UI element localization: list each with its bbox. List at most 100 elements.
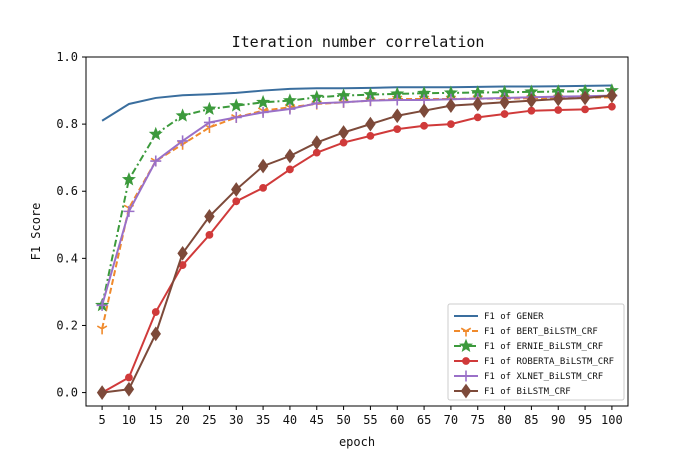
x-tick-label-12: 65	[417, 413, 431, 427]
x-tick-label-4: 25	[202, 413, 216, 427]
y-tick-label-3: 0.6	[56, 184, 78, 198]
series-5-point-11	[392, 108, 403, 124]
series-3-point-4	[205, 230, 214, 239]
chart-title: Iteration number correlation	[232, 33, 485, 51]
series-3-line	[101, 105, 612, 394]
series-3-point-1	[125, 373, 133, 382]
x-tick-label-6: 35	[256, 413, 270, 427]
y-tick-label-1: 0.2	[56, 318, 78, 332]
legend-marker-1	[460, 327, 472, 337]
plot-frame	[85, 56, 629, 407]
series-2-point-4	[202, 101, 217, 115]
plot-area	[95, 83, 619, 400]
series-5-point-6	[257, 158, 269, 174]
series-5-point-13	[445, 98, 457, 114]
series-4-point-4	[203, 116, 215, 128]
x-tick-label-18: 95	[578, 413, 592, 427]
x-tick-label-10: 55	[363, 413, 377, 427]
y-axis-label: F1 Score	[29, 203, 43, 261]
series-2-line	[101, 89, 612, 306]
series-1-line	[101, 96, 612, 330]
legend-marker-2	[458, 338, 474, 352]
x-tick-label-2: 15	[149, 413, 163, 427]
series-5-point-1	[123, 381, 135, 397]
series-2-point-1	[121, 172, 136, 186]
series-4-point-7	[284, 103, 296, 115]
series-3-point-8	[312, 148, 321, 157]
x-tick-label-11: 60	[390, 413, 404, 427]
series-3-point-15	[500, 110, 509, 118]
series-4-point-5	[230, 111, 242, 123]
series-4-point-0	[96, 299, 108, 311]
series-3-point-13	[447, 120, 455, 129]
series-2-point-2	[148, 126, 163, 141]
x-tick-label-8: 45	[310, 413, 324, 427]
legend-label-2: F1 of ERNIE_BiLSTM_CRF	[484, 342, 603, 352]
series-3-point-5	[232, 197, 241, 206]
x-tick-label-16: 85	[524, 413, 538, 427]
series-4-point-10	[364, 95, 376, 107]
y-tick-label-5: 1.0	[56, 50, 78, 64]
legend-marker-4	[460, 370, 472, 382]
series-5-point-19	[606, 88, 618, 103]
series-5-point-14	[472, 96, 483, 112]
x-tick-label-0: 5	[98, 413, 105, 427]
series-3-point-12	[420, 121, 428, 130]
series-5-point-3	[177, 245, 188, 261]
series-3-point-7	[286, 165, 294, 174]
series-5-point-15	[499, 94, 510, 110]
series-1-point-0	[96, 325, 108, 335]
x-tick-label-9: 50	[336, 413, 350, 427]
series-5-point-17	[553, 91, 564, 107]
series-2-point-5	[229, 98, 244, 112]
legend-marker-5	[460, 383, 472, 399]
y-tick-label-2: 0.4	[56, 251, 78, 265]
series-4-point-8	[311, 97, 323, 109]
series-2-point-3	[175, 108, 190, 122]
legend-label-5: F1 of BiLSTM_CRF	[484, 387, 571, 397]
x-tick-label-1: 10	[122, 413, 136, 427]
series-4-point-1	[123, 205, 135, 217]
x-tick-label-15: 80	[497, 413, 511, 427]
legend-label-1: F1 of BERT_BiLSTM_CRF	[484, 327, 598, 337]
series-3-point-9	[339, 138, 348, 147]
series-5-point-5	[231, 182, 242, 197]
series-2-point-7	[282, 93, 297, 107]
series-1	[96, 93, 618, 335]
series-4-point-11	[391, 94, 403, 106]
series-2-point-6	[256, 94, 271, 109]
x-tick-label-7: 40	[283, 413, 297, 427]
series-5-point-16	[526, 93, 537, 108]
y-tick-label-0: 0.0	[56, 386, 78, 400]
x-tick-label-19: 100	[601, 413, 623, 427]
series-3-point-14	[473, 113, 482, 122]
x-tick-label-17: 90	[551, 413, 565, 427]
series-5-point-8	[311, 135, 322, 150]
series-4-point-6	[257, 106, 269, 118]
x-tick-label-14: 75	[471, 413, 485, 427]
x-axis-label: epoch	[339, 435, 375, 449]
series-5-point-4	[204, 209, 215, 224]
series-5-point-0	[96, 385, 108, 400]
y-axis: 0.0 0.2 0.4 0.6 0.8 1.0	[56, 50, 86, 400]
legend: F1 of GENER F1 of BERT_BiLSTM_CRF F1 of ER…	[447, 303, 625, 401]
series-5-point-18	[579, 90, 591, 106]
series-5-point-7	[284, 148, 296, 164]
series-3-point-19	[608, 102, 616, 111]
series-3-point-2	[151, 308, 160, 316]
series-4-point-9	[338, 96, 350, 108]
series-0	[101, 84, 612, 122]
legend-label-4: F1 of XLNET_BiLSTM_CRF	[484, 372, 603, 382]
series-5	[96, 88, 618, 400]
legend-marker-3	[462, 357, 470, 365]
series-3-point-18	[581, 105, 589, 114]
legend-box	[447, 303, 625, 401]
legend-label-0: F1 of GENER	[484, 312, 544, 322]
series-3-point-6	[259, 183, 267, 192]
x-axis: 5 10 15 20 25 30 35 40 45 50 55 60 65 70 75 80 85 90 95 100	[98, 406, 623, 427]
series-5-point-2	[150, 326, 161, 342]
series-5-point-10	[365, 116, 376, 132]
series-0-line	[101, 84, 612, 122]
series-3-point-16	[527, 106, 536, 115]
